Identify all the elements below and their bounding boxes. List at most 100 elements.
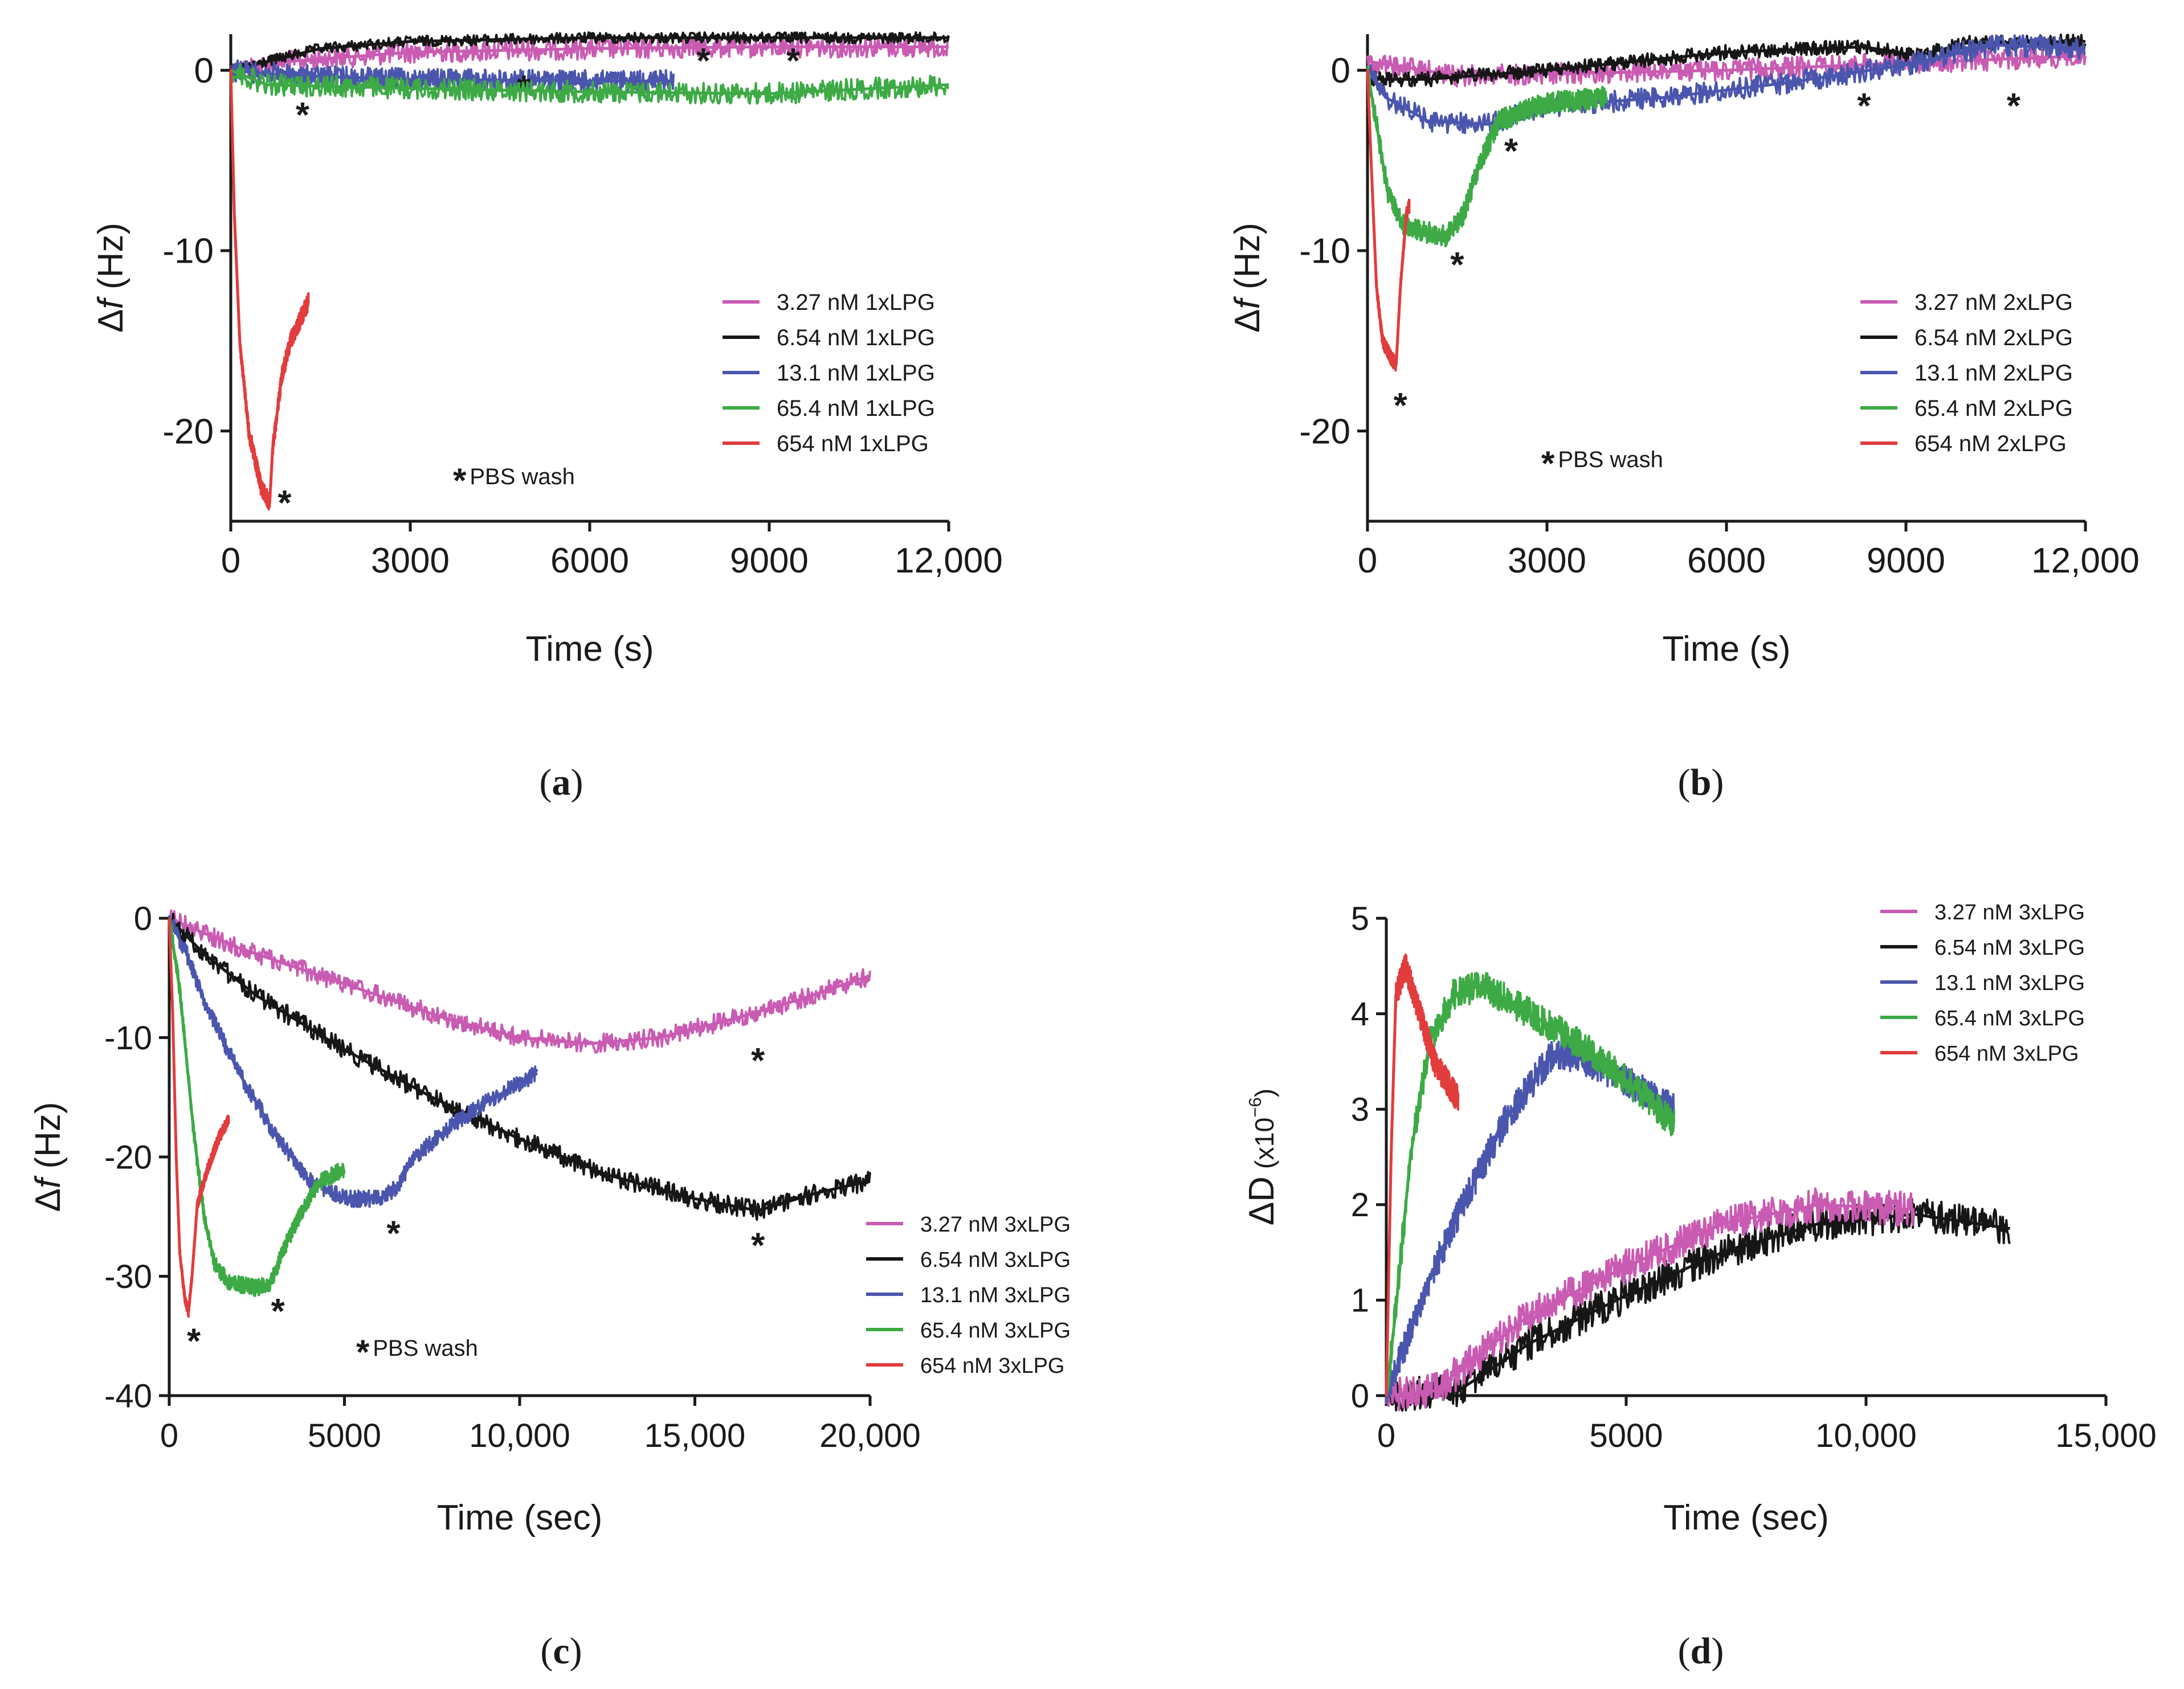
y-tick-label: -20 xyxy=(104,1139,152,1176)
y-tick-label: -10 xyxy=(162,232,214,271)
legend-label: 3.27 nM 3xLPG xyxy=(1934,901,2085,925)
legend-label: 6.54 nM 2xLPG xyxy=(1914,325,2073,350)
legend-label: 6.54 nM 3xLPG xyxy=(1934,936,2085,960)
x-tick-label: 5000 xyxy=(1589,1417,1663,1454)
chart-panel-b: 0 3000 6000 9000 12,000 0 -10 -20 Time (s) Δf (Hz… xyxy=(1228,33,2140,803)
legend-label: 65.4 nM 1xLPG xyxy=(777,396,935,421)
y-axis-label: Δf (Hz) xyxy=(91,223,130,333)
legend-label: 654 nM 3xLPG xyxy=(1934,1042,2079,1066)
pbs-wash-marker: * xyxy=(271,1292,285,1331)
x-tick-label: 6000 xyxy=(1687,541,1766,580)
y-tick-label: -20 xyxy=(162,412,214,451)
series-trend xyxy=(168,917,871,1212)
y-tick-label: 3 xyxy=(1351,1091,1369,1128)
series-trend xyxy=(230,36,949,72)
panel-caption: (b) xyxy=(1678,762,1724,803)
legend-label: 65.4 nM 3xLPG xyxy=(920,1319,1071,1343)
chart-panel-d: 0 5000 10,000 15,000 0 1 2 3 4 5 Time (sec) ΔD (x10… xyxy=(1242,900,2157,1672)
y-axis-label: Δf (Hz) xyxy=(1228,223,1267,333)
y-tick-label: 0 xyxy=(134,900,152,937)
y-tick-label: -20 xyxy=(1299,412,1350,451)
x-tick-label: 0 xyxy=(160,1417,178,1454)
legend-label: 6.54 nM 1xLPG xyxy=(777,325,935,350)
legend-label: 3.27 nM 3xLPG xyxy=(920,1213,1071,1237)
pbs-wash-marker: * xyxy=(277,484,292,523)
legend-label: 3.27 nM 2xLPG xyxy=(1914,290,2073,315)
x-tick-label: 3000 xyxy=(371,541,450,580)
series-line xyxy=(1385,1040,1676,1404)
series-trend xyxy=(1366,69,1607,238)
y-tick-label: 1 xyxy=(1351,1282,1369,1319)
legend-label: 654 nM 3xLPG xyxy=(920,1354,1064,1378)
pbs-wash-marker: * xyxy=(1450,246,1464,285)
y-tick-label: 5 xyxy=(1351,900,1369,937)
series-trend xyxy=(1367,54,2086,77)
legend-label: 65.4 nM 3xLPG xyxy=(1934,1007,2085,1030)
y-tick-label: -10 xyxy=(1299,232,1350,271)
series-trend xyxy=(1385,964,1460,1396)
x-tick-label: 12,000 xyxy=(2031,541,2140,580)
x-axis-label: Time (sec) xyxy=(437,1498,602,1537)
series-trend xyxy=(1386,1203,1914,1397)
x-axis-label: Time (sec) xyxy=(1663,1498,1828,1537)
series-line xyxy=(1385,953,1460,1389)
series-line xyxy=(1385,972,1676,1397)
x-axis-label: Time (s) xyxy=(1663,629,1791,669)
series-trend xyxy=(169,917,871,1045)
legend-label: 13.1 nM 3xLPG xyxy=(920,1283,1071,1307)
series-line xyxy=(230,69,310,511)
series-line xyxy=(168,909,871,1054)
panel-caption: (c) xyxy=(540,1630,582,1672)
series-line xyxy=(230,35,949,82)
x-tick-label: 15,000 xyxy=(644,1417,745,1454)
pbs-wash-annotation: * PBS wash xyxy=(1541,444,1663,482)
legend-label: 6.54 nM 3xLPG xyxy=(920,1248,1071,1272)
y-tick-label: 4 xyxy=(1351,996,1369,1033)
y-tick-label: 0 xyxy=(194,51,214,91)
y-axis-label: ΔD (x10−6) xyxy=(1242,1089,1281,1225)
series-trend xyxy=(168,917,538,1200)
chart-panel-a: 0 3000 6000 9000 12,000 0 -10 -20 Time (s) Δf (Hz… xyxy=(91,31,1003,803)
pbs-wash-marker: * xyxy=(187,1322,201,1361)
y-tick-label: 0 xyxy=(1331,51,1350,91)
legend-label: 13.1 nM 2xLPG xyxy=(1914,361,2073,386)
pbs-wash-marker: * xyxy=(751,1041,765,1081)
legend-label: 13.1 nM 3xLPG xyxy=(1934,971,2085,995)
y-axis-label: Δf (Hz) xyxy=(28,1102,68,1212)
x-tick-label: 12,000 xyxy=(895,541,1003,580)
series-trend xyxy=(1367,40,2086,81)
y-tick-label: 0 xyxy=(1351,1377,1369,1414)
series-trend xyxy=(230,45,949,72)
series-trend xyxy=(230,68,949,95)
pbs-wash-marker: * xyxy=(751,1226,765,1266)
series-line xyxy=(1366,66,1608,248)
y-tick-label: 2 xyxy=(1351,1187,1369,1224)
legend-label: 3.27 nM 1xLPG xyxy=(777,290,935,315)
panel-caption: (a) xyxy=(540,762,583,803)
x-tick-label: 9000 xyxy=(730,541,809,580)
pbs-wash-annotation: * PBS wash xyxy=(453,461,575,500)
x-tick-label: 0 xyxy=(1358,541,1377,580)
x-axis-label: Time (s) xyxy=(526,629,654,669)
y-tick-label: -10 xyxy=(104,1020,152,1057)
pbs-wash-marker: * xyxy=(1857,87,1871,126)
legend-label: 65.4 nM 2xLPG xyxy=(1914,396,2073,421)
pbs-wash-annotation: * PBS wash xyxy=(356,1333,478,1371)
y-tick-label: -40 xyxy=(104,1377,152,1414)
series-trend xyxy=(1366,70,1411,366)
legend-label: 654 nM 2xLPG xyxy=(1914,431,2067,456)
series-trend xyxy=(229,70,310,505)
pbs-wash-marker: * xyxy=(2007,87,2021,126)
x-tick-label: 0 xyxy=(221,541,240,580)
y-tick-label: -30 xyxy=(104,1258,152,1295)
series-trend xyxy=(1385,983,1675,1396)
series-line xyxy=(230,63,950,105)
pbs-wash-marker: * xyxy=(387,1214,401,1254)
x-tick-label: 3000 xyxy=(1508,541,1586,580)
chart-panel-c: 0 5000 10,000 15,000 20,000 0 -10 -20 -30 -40 Time… xyxy=(28,900,1071,1672)
x-tick-label: 15,000 xyxy=(2055,1417,2156,1454)
x-tick-label: 10,000 xyxy=(1815,1417,1916,1454)
pbs-wash-marker: * xyxy=(786,42,801,81)
x-tick-label: 5000 xyxy=(308,1417,381,1454)
